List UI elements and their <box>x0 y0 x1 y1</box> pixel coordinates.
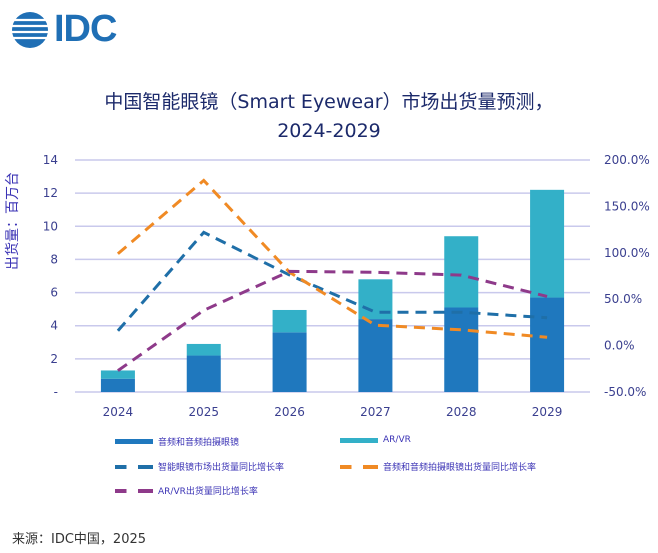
legend-label: 音频和音频拍摄眼镜 <box>158 438 240 448</box>
x-tick-label: 2029 <box>532 405 563 419</box>
x-tick-label: 2025 <box>188 405 219 419</box>
legend-item-audio: 音频和音频拍摄眼镜 <box>115 435 239 448</box>
bar-2028 <box>444 307 479 392</box>
y-tick-label: 4 <box>50 319 58 333</box>
bar-2025 <box>186 355 221 392</box>
legend-swatch <box>115 464 153 469</box>
bar-2029 <box>530 189 565 298</box>
y-tick-label: 12 <box>43 186 58 200</box>
y-tick-label: 6 <box>50 286 58 300</box>
globe-icon <box>12 11 48 48</box>
y-tick-label: 10 <box>43 219 58 233</box>
growth-line-0 <box>116 230 548 332</box>
legend-item-market-growth: 智能眼镜市场出货量同比增长率 <box>115 460 284 473</box>
bar-2026 <box>272 332 307 392</box>
legend-item-arvr: AR/VR <box>340 435 411 445</box>
idc-logo: IDC <box>10 8 117 51</box>
legend-item-audio-growth: 音频和音频拍摄眼镜出货量同比增长率 <box>340 460 536 473</box>
bar-2025 <box>186 343 221 356</box>
plot-area: - 2 4 6 8 10 12 14 -50.0% 0.0% 50.0% 100.0% 150.0% 20… <box>43 153 650 419</box>
y2-tick-label: 50.0% <box>604 292 642 306</box>
y2-tick-label: 150.0% <box>604 199 650 213</box>
chart-title: 中国智能眼镜（Smart Eyewear）市场出货量预测， 2024-2029 <box>0 88 658 146</box>
y2-tick-label: 0.0% <box>604 339 635 353</box>
legend-swatch <box>340 437 378 443</box>
legend-swatch <box>340 464 378 469</box>
title-line-2: 2024-2029 <box>277 120 381 142</box>
y-tick-label: 2 <box>50 352 58 366</box>
x-tick-label: 2026 <box>274 405 305 419</box>
legend-label: AR/VR出货量同比增长率 <box>158 487 258 497</box>
x-tick-label: 2028 <box>446 405 477 419</box>
y2-tick-label: 200.0% <box>604 153 650 167</box>
y-axis-label: 出货量：百万台 <box>5 172 21 270</box>
legend-label: 音频和音频拍摄眼镜出货量同比增长率 <box>383 463 537 473</box>
growth-line-1 <box>116 178 548 339</box>
y-tick-label: 8 <box>50 252 58 266</box>
legend-swatch <box>115 439 153 444</box>
y2-tick-label: -50.0% <box>604 385 646 399</box>
growth-line-2 <box>117 269 548 372</box>
bar-2028 <box>444 236 479 308</box>
x-tick-label: 2024 <box>103 405 134 419</box>
bar-2027 <box>358 319 393 392</box>
title-line-1: 中国智能眼镜（Smart Eyewear）市场出货量预测， <box>104 91 554 113</box>
source-note: 来源：IDC中国，2025 <box>12 532 147 547</box>
logo-text: IDC <box>54 8 117 50</box>
legend-swatch <box>115 488 153 493</box>
y-tick-label: 14 <box>43 153 58 167</box>
y-tick-label: - <box>54 385 58 399</box>
legend-label: 智能眼镜市场出货量同比增长率 <box>158 463 285 473</box>
y2-tick-label: 100.0% <box>604 246 650 260</box>
x-tick-label: 2027 <box>360 405 391 419</box>
bar-2029 <box>530 297 565 392</box>
bar-2024 <box>100 378 135 392</box>
bar-2024 <box>100 370 135 379</box>
legend-item-arvr-growth: AR/VR出货量同比增长率 <box>115 484 258 497</box>
bar-2026 <box>272 309 307 333</box>
legend-label: AR/VR <box>383 435 411 445</box>
